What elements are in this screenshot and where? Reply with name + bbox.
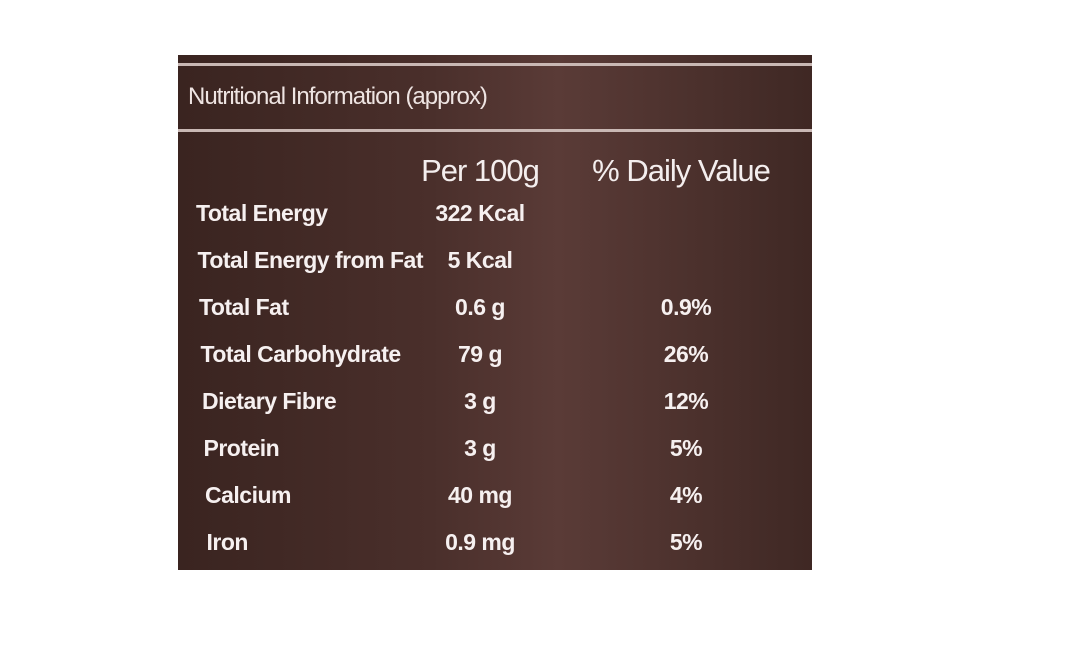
daily-value: 5% — [669, 435, 703, 461]
top-rule — [178, 63, 812, 66]
daily-value: 5% — [669, 529, 703, 555]
per-100g-value: 0.9 mg — [445, 529, 515, 555]
nutrient-name: Total Carbohydrate — [200, 341, 402, 367]
per-100g-value: 322 Kcal — [435, 200, 525, 226]
per-100g-value: 79 g — [457, 341, 503, 367]
nutrition-label: Nutritional Information (approx) Per 100… — [178, 55, 812, 570]
daily-value: 26% — [663, 341, 709, 367]
nutrient-name: Protein — [203, 435, 280, 461]
daily-value: 0.9% — [660, 294, 712, 320]
nutrient-name: Total Energy — [196, 200, 328, 226]
nutrient-name: Total Fat — [199, 294, 289, 320]
per-100g-value: 0.6 g — [455, 294, 505, 320]
daily-value: 4% — [669, 482, 703, 508]
per-100g-value: 40 mg — [448, 482, 512, 508]
label-title: Nutritional Information (approx) — [188, 83, 488, 110]
nutrient-name: Dietary Fibre — [202, 388, 337, 414]
per-100g-value: 5 Kcal — [447, 247, 513, 273]
nutrient-name: Iron — [206, 529, 249, 555]
header-rule — [178, 129, 812, 132]
nutrient-name: Total Energy from Fat — [197, 247, 424, 273]
column-header: Per 100g — [421, 153, 540, 188]
nutrient-name: Calcium — [205, 482, 291, 508]
column-header: % Daily Value — [592, 153, 771, 188]
per-100g-value: 3 g — [464, 388, 496, 414]
per-100g-value: 3 g — [464, 435, 496, 461]
daily-value: 12% — [663, 388, 709, 414]
